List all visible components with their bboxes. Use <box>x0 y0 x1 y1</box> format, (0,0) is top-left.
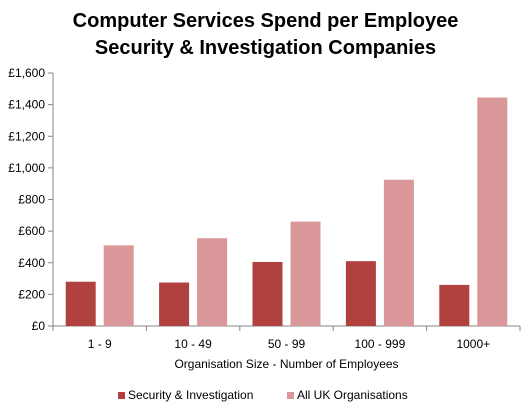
bar-all-uk-organisations <box>477 97 508 327</box>
bar-security-investigation <box>65 281 96 326</box>
chart-title-line-2: Security & Investigation Companies <box>94 37 437 59</box>
bar-security-investigation <box>439 284 470 326</box>
bar-security-investigation <box>159 282 190 326</box>
bar-all-uk-organisations <box>103 245 134 326</box>
y-tick-label: £800 <box>18 193 45 207</box>
legend-swatch-all-uk-organisations <box>287 392 294 399</box>
y-tick-label: £0 <box>32 319 46 333</box>
y-tick-label: £1,600 <box>8 66 45 80</box>
x-tick-label: 100 - 999 <box>355 337 406 351</box>
legend-swatch-security-investigation <box>118 392 125 399</box>
x-tick-label: 1000+ <box>456 337 490 351</box>
bar-all-uk-organisations <box>383 179 414 326</box>
legend-label-all-uk-organisations: All UK Organisations <box>297 388 408 402</box>
y-tick-label: £1,400 <box>8 98 45 112</box>
bar-all-uk-organisations <box>197 238 228 326</box>
legend-label-security-investigation: Security & Investigation <box>128 388 253 402</box>
y-tick-label: £600 <box>18 224 45 238</box>
y-tick-label: £1,000 <box>8 161 45 175</box>
x-tick-label: 10 - 49 <box>174 337 212 351</box>
y-tick-label: £1,200 <box>8 129 45 143</box>
bar-security-investigation <box>252 261 283 326</box>
y-tick-label: £400 <box>18 256 45 270</box>
x-tick-label: 50 - 99 <box>268 337 306 351</box>
bar-security-investigation <box>345 261 376 326</box>
x-tick-label: 1 - 9 <box>88 337 112 351</box>
chart-title-line-1: Computer Services Spend per Employee <box>72 10 459 32</box>
bar-all-uk-organisations <box>290 221 321 326</box>
y-tick-label: £200 <box>18 287 45 301</box>
x-axis-title: Organisation Size - Number of Employees <box>174 357 398 371</box>
